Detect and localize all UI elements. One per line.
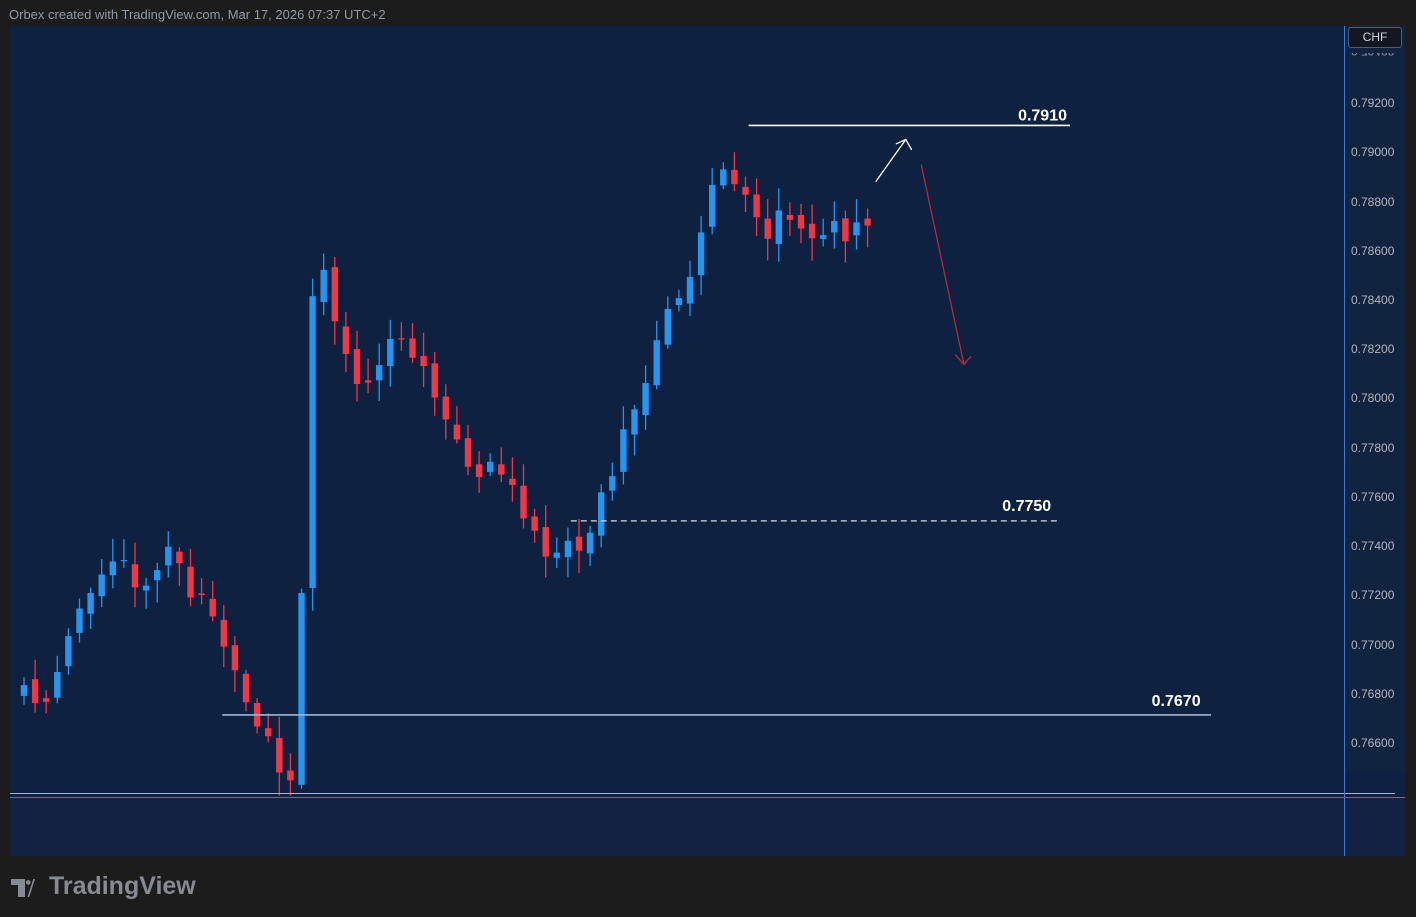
svg-text:0.7670: 0.7670 [1152,693,1201,710]
svg-text:0.7750: 0.7750 [1002,498,1051,515]
svg-text:0.7910: 0.7910 [1018,108,1067,125]
